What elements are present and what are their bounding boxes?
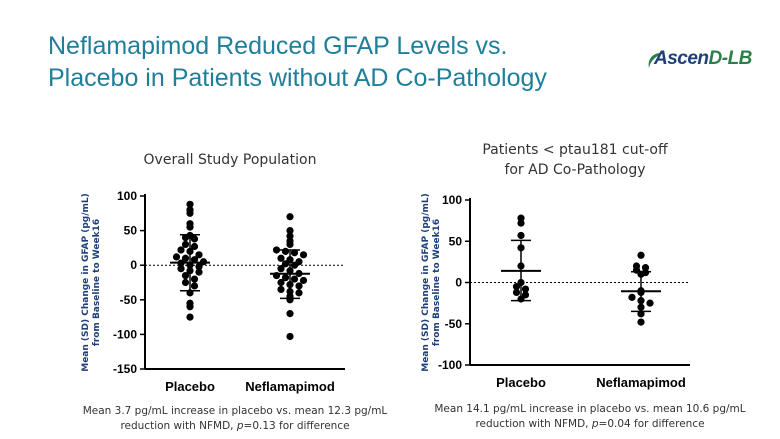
- chart1-series1-point: [190, 282, 199, 290]
- slide-title-line1: Neflamapimod Reduced GFAP Levels vs.: [48, 32, 508, 60]
- chart1-ylabel-line2: from Baseline to Week16: [92, 219, 102, 346]
- chart1-caption-p: p: [236, 420, 244, 432]
- chart2-y-tick-label: -50: [445, 317, 463, 331]
- chart1-series2-point: [277, 254, 285, 262]
- chart1-caption-line2a: reduction with NFMD,: [120, 420, 234, 432]
- chart1-category-label: Placebo: [165, 379, 215, 394]
- chart1-series1-point: [195, 251, 203, 259]
- chart1-series2-point: [281, 247, 290, 255]
- chart1-series2-point: [286, 213, 294, 221]
- chart2-series1-point: [517, 214, 525, 222]
- chart2-series2-point: [637, 318, 645, 326]
- chart1-series2-point: [277, 265, 285, 273]
- chart2-series1-point: [517, 231, 525, 240]
- chart1-series1-point: [181, 254, 190, 262]
- chart1-series2-point: [281, 274, 290, 282]
- chart1-y-tick-label: -100: [113, 327, 137, 341]
- chart2-series1-point: [512, 283, 521, 291]
- chart1-series2-point: [286, 240, 294, 249]
- chart1-series1-point: [181, 240, 190, 249]
- chart1-series1-point: [190, 275, 199, 283]
- chart1-series2-point: [286, 227, 294, 235]
- chart1-series1-point: [186, 209, 194, 217]
- chart2-caption-line2: reduction with NFMD, p=0.04 for differen…: [420, 417, 760, 432]
- chart1-series2-point: [286, 332, 294, 341]
- ascend-lb-logo: AscenD-LB: [646, 48, 766, 74]
- chart2-y-tick-label: 100: [442, 193, 462, 207]
- chart1-series1-point: [177, 265, 185, 273]
- chart1-category-label: Neflamapimod: [245, 379, 335, 394]
- chart1-series2-point: [295, 289, 303, 297]
- logo-swoosh-icon: [648, 52, 664, 68]
- chart1-series2-point: [295, 282, 303, 290]
- chart1-series1-point: [190, 235, 199, 243]
- chart1-series2-point: [299, 276, 308, 285]
- chart2-caption: Mean 14.1 pg/mL increase in placebo vs. …: [420, 402, 760, 432]
- chart1-series2-point: [277, 285, 285, 294]
- chart1-title: Overall Study Population: [143, 152, 317, 168]
- chart1-y-tick-label: 0: [130, 258, 137, 272]
- chart2-series2-point: [641, 264, 650, 272]
- chart1-series2-point: [277, 278, 285, 287]
- chart1-series1-point: [186, 223, 194, 231]
- chart2-caption-line1: Mean 14.1 pg/mL increase in placebo vs. …: [434, 403, 746, 415]
- chart1-caption: Mean 3.7 pg/mL increase in placebo vs. m…: [70, 404, 400, 434]
- chart1-ylabel-line1: Mean (SD) Change in GFAP (pg/mL): [81, 193, 91, 372]
- chart2-ylabel-line1: Mean (SD) Change in GFAP (pg/mL): [421, 193, 431, 372]
- chart1-series1-point: [172, 253, 181, 261]
- logo-text-a: Ascen: [654, 48, 709, 69]
- chart2-y-tick-label: 0: [455, 276, 462, 290]
- chart2-category-label: Neflamapimod: [596, 375, 686, 390]
- chart1-caption-line2: reduction with NFMD, p=0.13 for differen…: [70, 419, 400, 434]
- slide-title-line2: Placebo in Patients without AD Co-Pathol…: [48, 64, 547, 92]
- chart2-y-tick-label: -100: [438, 358, 462, 372]
- chart2-y-tick-label: 50: [449, 234, 463, 248]
- chart1-series2-point: [272, 246, 281, 254]
- chart2-series2-point: [628, 293, 636, 301]
- chart1-series1-point: [181, 233, 190, 242]
- chart1-series1-point: [181, 278, 190, 287]
- chart1-series2-point: [290, 249, 299, 257]
- chart2-series1-point: [521, 285, 530, 293]
- chart1-y-tick-label: -150: [113, 362, 137, 376]
- chart1-series1-point: [190, 242, 199, 251]
- chart2-caption-line2a: reduction with NFMD,: [475, 418, 589, 430]
- logo-text-b: D-LB: [708, 48, 753, 69]
- chart2-series1-point: [512, 288, 521, 296]
- chart1-caption-line2b: =0.13 for difference: [243, 420, 350, 432]
- chart1-y-tick-label: -50: [120, 293, 138, 307]
- chart2-series2-point: [637, 251, 645, 259]
- chart1-series1-point: [195, 262, 203, 271]
- chart2-series1-point: [517, 219, 525, 227]
- chart1-series1-point: [195, 268, 203, 276]
- chart1-series1-point: [177, 246, 185, 254]
- chart1-series2-point: [290, 261, 299, 269]
- chart1-series2-point: [290, 275, 299, 283]
- chart2-title: Patients < ptau181 cut-off for AD Co-Pat…: [460, 140, 690, 180]
- chart1-series1-point: [186, 200, 194, 208]
- chart1-series1-point: [190, 256, 199, 264]
- chart2-category-label: Placebo: [496, 375, 546, 390]
- chart2-caption-line2b: =0.04 for difference: [598, 418, 705, 430]
- chart1-series2-point: [299, 251, 308, 259]
- chart2-series2-point: [646, 299, 654, 307]
- slide-title: Neflamapimod Reduced GFAP Levels vs. Pla…: [48, 30, 648, 94]
- chart1-series1-point: [186, 303, 194, 311]
- chart2-ylabel-line2: from Baseline to Week16: [432, 219, 442, 346]
- chart2-title-line2: for AD Co-Pathology: [504, 162, 646, 178]
- chart1-series2-point: [281, 260, 290, 268]
- chart1-caption-line1: Mean 3.7 pg/mL increase in placebo vs. m…: [82, 405, 388, 417]
- chart1-series1-point: [186, 313, 194, 321]
- chart1-y-tick-label: 50: [124, 224, 138, 238]
- chart1-series1-point: [181, 271, 190, 280]
- chart2-title-line1: Patients < ptau181 cut-off: [482, 142, 668, 158]
- chart1-y-tick-label: 100: [117, 189, 137, 203]
- logo-text: AscenD-LB: [654, 48, 752, 70]
- chart1-series2-point: [286, 310, 294, 318]
- chart2-caption-p: p: [591, 418, 599, 430]
